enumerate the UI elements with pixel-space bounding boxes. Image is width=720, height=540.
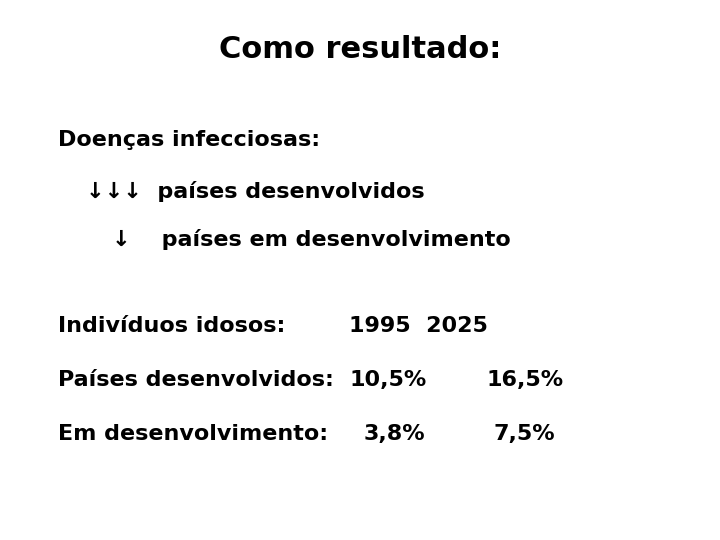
Text: ↓↓↓  países desenvolvidos: ↓↓↓ países desenvolvidos — [86, 181, 425, 202]
Text: 10,5%: 10,5% — [349, 370, 426, 390]
Text: Países desenvolvidos:: Países desenvolvidos: — [58, 370, 333, 390]
Text: Indivíduos idosos:: Indivíduos idosos: — [58, 316, 285, 336]
Text: 7,5%: 7,5% — [493, 424, 555, 444]
Text: 16,5%: 16,5% — [486, 370, 563, 390]
Text: 3,8%: 3,8% — [364, 424, 426, 444]
Text: ↓    países em desenvolvimento: ↓ países em desenvolvimento — [112, 230, 510, 251]
Text: Como resultado:: Como resultado: — [219, 35, 501, 64]
Text: Em desenvolvimento:: Em desenvolvimento: — [58, 424, 328, 444]
Text: Doenças infecciosas:: Doenças infecciosas: — [58, 130, 320, 150]
Text: 1995  2025: 1995 2025 — [349, 316, 488, 336]
